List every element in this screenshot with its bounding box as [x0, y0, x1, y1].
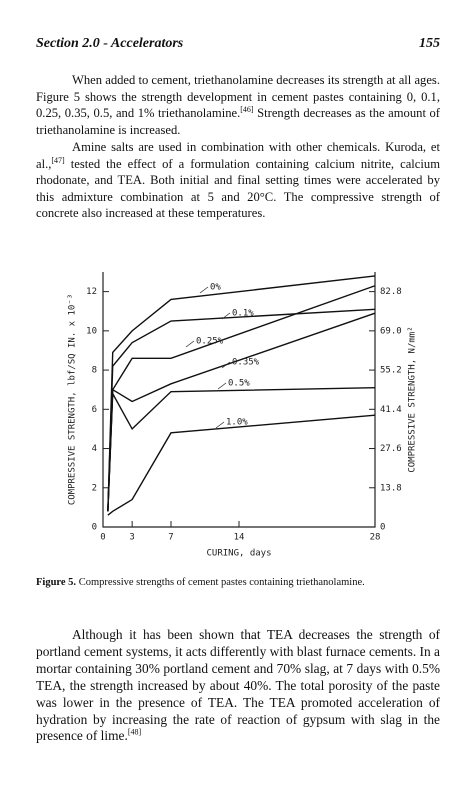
- caption-label: Figure 5.: [36, 577, 77, 588]
- x-tick-label: 7: [168, 533, 173, 543]
- y-tick-label: 12: [86, 287, 97, 297]
- x-tick-label: 28: [370, 533, 381, 543]
- reference: [48]: [127, 727, 142, 737]
- series-line: [107, 414, 376, 516]
- y2-tick-label: 69.0: [380, 326, 402, 336]
- caption: Figure 5. Compressive strengths of cemen…: [36, 577, 365, 588]
- series-label: 0.35%: [232, 358, 260, 368]
- y2-tick-label: 13.8: [380, 483, 402, 493]
- series-label: 0.5%: [228, 379, 250, 389]
- paragraph: Amine salts are used in combination with…: [36, 139, 440, 222]
- series-label: 0.25%: [196, 337, 224, 347]
- series-line: [107, 387, 376, 512]
- caption-text: Compressive strengths of cement pastes c…: [76, 577, 365, 588]
- y2-tick-label: 0: [380, 523, 385, 533]
- chart: 0 2 4 6 8 10 12 0 13.8 27.6 41.4 55.2 69.0 82.8 0 3 7 14 2…: [68, 272, 418, 559]
- y-tick-label: 2: [92, 483, 97, 493]
- x-tick-label: 14: [234, 533, 245, 543]
- series-label: 0.1%: [232, 309, 254, 319]
- text: Amine salts are used in combination with…: [36, 140, 440, 171]
- label-leader: [199, 286, 209, 294]
- series-label: 0%: [210, 283, 221, 293]
- paragraph: When added to cement, triethanolamine de…: [36, 72, 440, 138]
- text: tested the effect of a formulation conta…: [36, 156, 440, 221]
- y-tick-label: 10: [86, 326, 97, 336]
- series-line: [107, 312, 376, 512]
- y2-tick-label: 27.6: [380, 444, 402, 454]
- y-tick-label: 4: [92, 444, 97, 454]
- series-label: 1.0%: [226, 418, 248, 428]
- x-tick-label: 3: [129, 533, 134, 543]
- series-line: [107, 285, 376, 512]
- y2-tick-label: 82.8: [380, 287, 402, 297]
- paragraph: Although it has been shown that TEA decr…: [36, 627, 440, 745]
- label-leader: [185, 340, 195, 348]
- page-number: 155: [419, 36, 440, 51]
- label-leader: [221, 312, 231, 320]
- label-leader: [217, 382, 227, 390]
- y-tick-label: 8: [92, 366, 97, 376]
- text: When added to cement, triethanolamine de…: [36, 73, 440, 121]
- y-tick-label: 0: [92, 523, 97, 533]
- text: Although it has been shown that TEA decr…: [36, 627, 440, 744]
- section-title: Section 2.0 - Accelerators: [36, 36, 184, 51]
- reference: [47]: [51, 155, 65, 165]
- y-axis-label: COMPRESSIVE STRENGTH, lbf/SQ IN. x 10⁻³: [68, 294, 78, 505]
- x-tick-label: 0: [100, 533, 105, 543]
- label-leader: [221, 361, 231, 369]
- y2-tick-label: 41.4: [380, 405, 402, 415]
- label-leader: [215, 421, 225, 429]
- y2-axis-label: COMPRESSIVE STRENGTH, N/mm²: [408, 326, 418, 472]
- series-line: [107, 308, 376, 512]
- y-tick-label: 6: [92, 405, 97, 415]
- y2-tick-label: 55.2: [380, 366, 402, 376]
- x-axis-label: CURING, days: [206, 549, 271, 559]
- text: Strength decreases as the amount of trie…: [36, 106, 440, 137]
- reference: [46]: [240, 105, 254, 114]
